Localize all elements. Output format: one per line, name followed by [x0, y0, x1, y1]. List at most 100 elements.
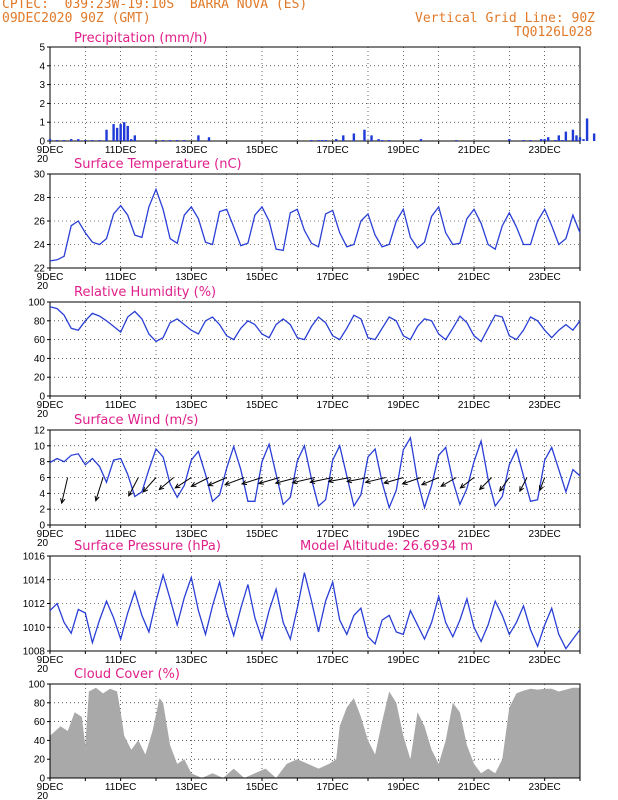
- wind-title: Surface Wind (m/s): [74, 413, 198, 428]
- temp-ytick-label: 22: [34, 264, 46, 275]
- pres-subtitle: Model Altitude: 26.6934 m: [300, 539, 473, 554]
- pres-ytick-label: 1016: [23, 552, 46, 563]
- pres-ytick-label: 1008: [23, 647, 46, 658]
- wind-vector: [224, 477, 245, 486]
- cloud-ytick-label: 60: [34, 717, 46, 728]
- cloud-area: [50, 687, 580, 778]
- precip-bar: [388, 140, 391, 141]
- wind-vector-head: [440, 481, 447, 487]
- rh-panel: 0 20 40 60 80 100 9DEC 11DEC 13DEC 15DEC 17DEC 19DE…: [28, 285, 581, 420]
- precip-bar: [183, 140, 186, 141]
- wind-vector-head: [291, 479, 298, 485]
- wind-vector: [383, 477, 404, 484]
- wind-xtick-label: 13DEC: [175, 529, 207, 540]
- wind-vector-head: [174, 483, 181, 489]
- temp-ytick-label: 28: [34, 193, 46, 204]
- wind-series-line: [49, 436, 581, 510]
- precip-bar: [91, 140, 94, 141]
- precip-ytick-label: 3: [39, 80, 45, 91]
- rh-ytick-label: 40: [34, 354, 46, 365]
- precip-bar: [168, 140, 172, 141]
- wind-vector: [258, 477, 280, 484]
- pres-series-line: [49, 572, 581, 650]
- temp-xtick-label: 13DEC: [175, 272, 207, 283]
- precip-bar: [310, 140, 313, 141]
- precip-bar: [554, 140, 557, 141]
- rh-series-line: [49, 306, 581, 343]
- wind-vector-head: [478, 484, 485, 491]
- precip-bar: [98, 140, 101, 141]
- precip-bar: [207, 137, 211, 141]
- temp-ytick-label: 30: [34, 170, 46, 181]
- pres-ytick-label: 1010: [23, 623, 46, 634]
- wind-vector: [499, 477, 510, 492]
- precip-bar: [126, 125, 129, 141]
- wind-vector-head: [499, 486, 505, 493]
- wind-ytick-label: 6: [39, 473, 45, 484]
- precip-xtick-label: 23DEC: [529, 145, 561, 156]
- precip-bar: [317, 140, 320, 141]
- precip-year-label: 20: [37, 154, 49, 165]
- precip-frame: [49, 46, 581, 142]
- wind-vector: [292, 477, 316, 484]
- wind-vector: [539, 477, 546, 491]
- temp-series-line: [49, 187, 581, 262]
- wind-vector: [519, 477, 528, 492]
- cloud-xtick-label: 21DEC: [458, 782, 490, 793]
- cloud-ytick-label: 0: [39, 774, 45, 785]
- pres-panel: 1008 1010 1012 1014 1016 9DEC 11DEC 13DEC 15DEC 1…: [23, 539, 581, 675]
- wind-vector: [402, 477, 422, 485]
- precip-bar: [77, 139, 80, 141]
- rh-xtick-label: 21DEC: [458, 400, 490, 411]
- precip-bar: [557, 135, 560, 141]
- precip-ytick-label: 0: [39, 137, 45, 148]
- precip-bar: [508, 139, 511, 141]
- wind-xtick-label: 17DEC: [317, 529, 349, 540]
- wind-vector-head: [128, 490, 133, 497]
- wind-xtick-label: 23DEC: [529, 529, 561, 540]
- precip-bar: [455, 140, 458, 141]
- precip-bar: [529, 140, 532, 141]
- wind-vector-head: [142, 486, 148, 493]
- wind-ytick-label: 10: [34, 441, 46, 452]
- temp-year-label: 20: [37, 281, 49, 292]
- temp-xtick-label: 11DEC: [105, 272, 137, 283]
- pres-xtick-label: 11DEC: [105, 655, 137, 666]
- precip-xtick-label: 13DEC: [175, 145, 207, 156]
- wind-vector-head: [459, 483, 466, 489]
- precip-xtick-label: 15DEC: [246, 145, 278, 156]
- precip-bar: [578, 137, 582, 141]
- precip-xtick-label: 9DEC: [37, 145, 64, 156]
- wind-vector: [365, 477, 386, 483]
- precip-bar: [130, 139, 133, 141]
- rh-title: Relative Humidity (%): [74, 285, 216, 300]
- wind-vector: [421, 477, 439, 486]
- precip-bar: [342, 135, 345, 141]
- precip-bar: [575, 135, 578, 141]
- wind-vector: [208, 477, 227, 486]
- precip-bar: [592, 133, 596, 141]
- precip-bar: [115, 127, 119, 141]
- precip-panel: 0 1 2 3 4 5 9DEC 11DEC 13DEC 15DEC 17DEC 19DEC 21DEC…: [37, 31, 596, 165]
- header-line2-right: TQ0126L028: [514, 25, 593, 40]
- wind-xtick-label: 9DEC: [37, 529, 64, 540]
- precip-xtick-label: 19DEC: [387, 145, 419, 156]
- precip-bar: [370, 135, 373, 141]
- wind-vector-head: [364, 478, 371, 484]
- precip-bar: [335, 139, 338, 141]
- precip-bar: [419, 139, 423, 141]
- precip-bar: [84, 140, 87, 141]
- temp-xtick-label: 23DEC: [529, 272, 561, 283]
- wind-vector: [61, 477, 69, 504]
- wind-ytick-label: 0: [39, 521, 45, 532]
- precip-bar: [112, 124, 115, 141]
- wind-vector-head: [60, 498, 66, 505]
- temp-ytick-label: 24: [34, 240, 46, 251]
- precip-ytick-label: 5: [39, 43, 45, 54]
- wind-vector-head: [538, 485, 544, 492]
- rh-xtick-label: 19DEC: [387, 400, 419, 411]
- wind-vector: [310, 477, 333, 483]
- wind-vector: [175, 477, 192, 489]
- precip-bar: [105, 129, 108, 141]
- temp-title: Surface Temperature (nC): [74, 157, 242, 172]
